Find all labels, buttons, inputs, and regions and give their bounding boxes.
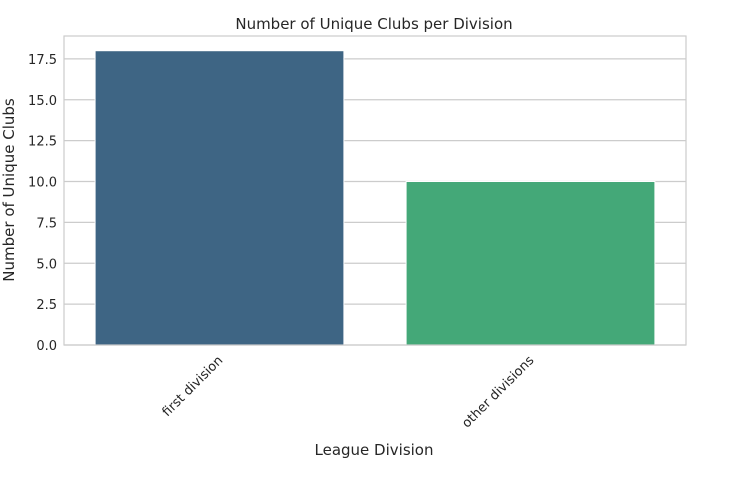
x-tick-labels: first division other divisions xyxy=(160,353,538,431)
bars xyxy=(94,50,656,346)
bar-other-divisions xyxy=(405,181,656,346)
plot-frame xyxy=(63,35,687,346)
y-tick-label: 15.0 xyxy=(28,94,57,109)
x-tick-label: other divisions xyxy=(459,353,537,431)
y-tick-labels: 0.0 2.5 5.0 7.5 10.0 12.5 15.0 17.5 xyxy=(28,53,57,354)
y-tick-label: 2.5 xyxy=(36,298,57,313)
y-tick-label: 0.0 xyxy=(36,339,57,354)
y-tick-label: 10.0 xyxy=(28,176,57,191)
bar-first-division xyxy=(94,50,345,346)
x-axis-label: League Division xyxy=(315,441,434,459)
chart-title: Number of Unique Clubs per Division xyxy=(235,15,512,33)
y-axis-label: Number of Unique Clubs xyxy=(0,98,18,282)
y-tick-label: 12.5 xyxy=(28,135,57,150)
x-tick-label: first division xyxy=(160,353,227,420)
y-tick-label: 5.0 xyxy=(36,257,57,272)
y-tick-label: 7.5 xyxy=(36,216,57,231)
y-tick-label: 17.5 xyxy=(28,53,57,68)
